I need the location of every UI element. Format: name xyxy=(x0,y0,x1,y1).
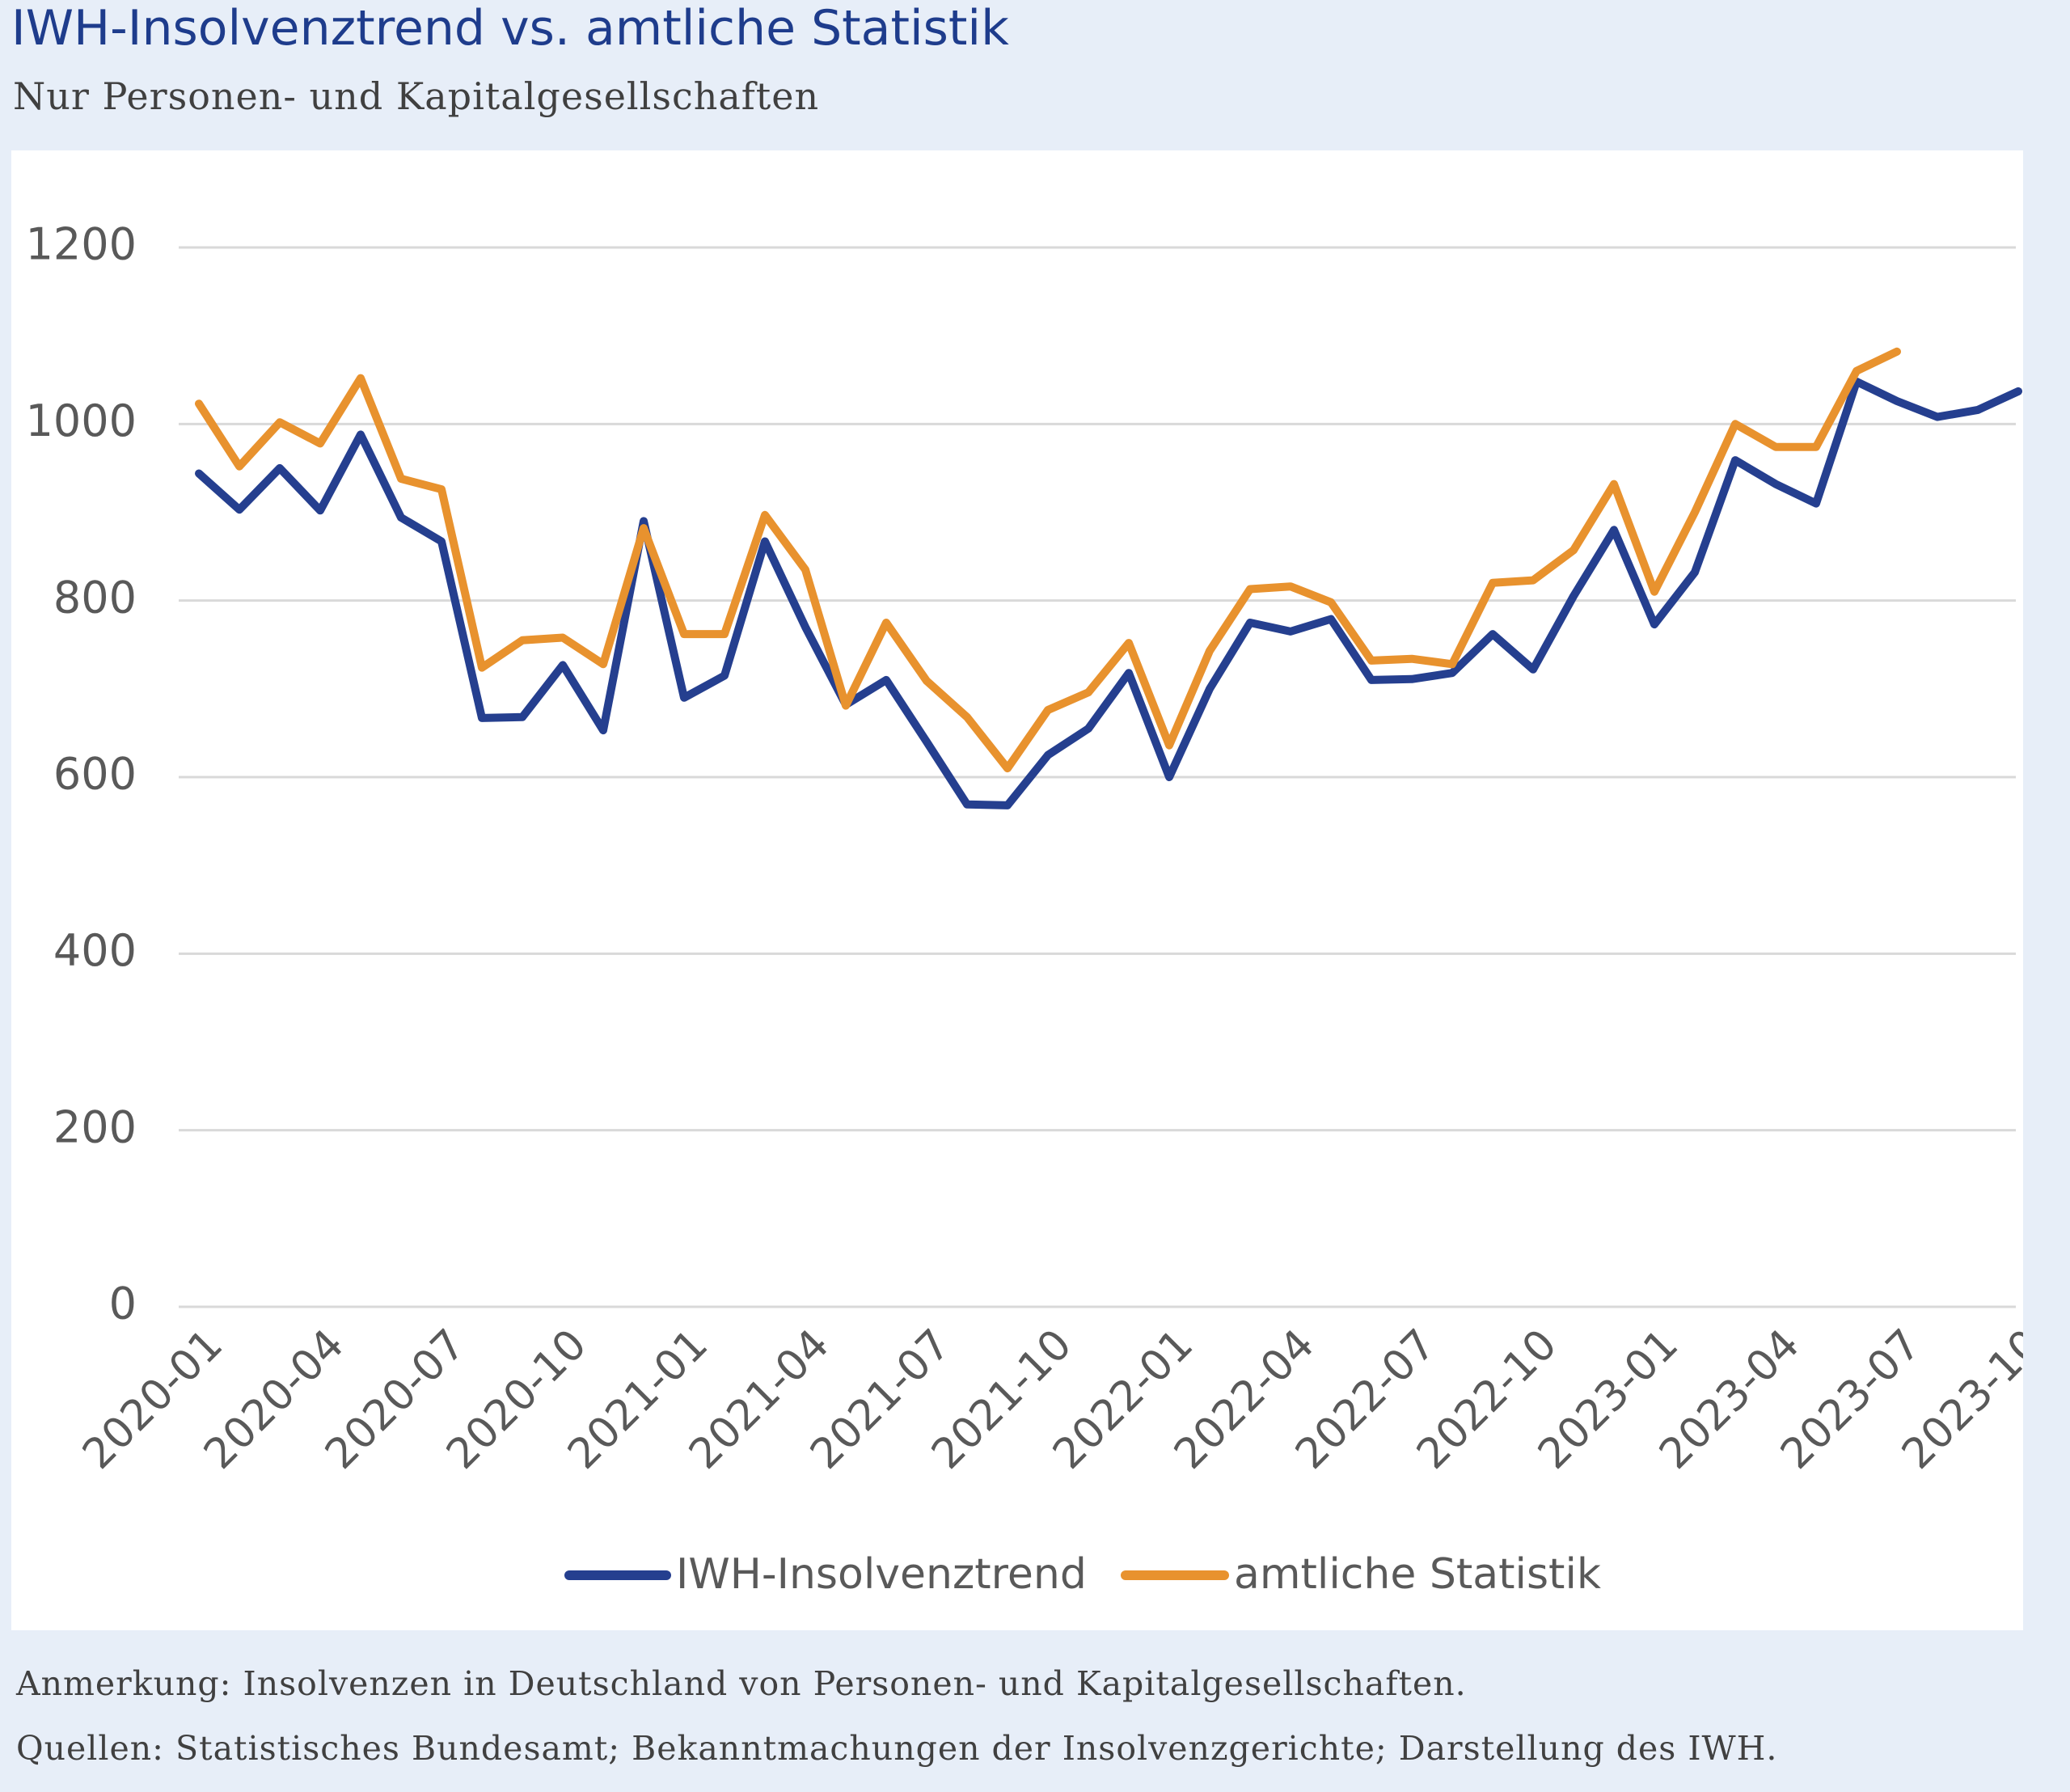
y-tick-label: 600 xyxy=(53,749,137,800)
chart-panel: 0 200 400 600 800 1000 1200 2020-01 2020-04 2020… xyxy=(11,150,2023,1630)
y-tick-label: 1000 xyxy=(26,395,137,446)
footnote-sources: Quellen: Statistisches Bundesamt; Bekann… xyxy=(16,1729,1778,1768)
y-tick-label: 400 xyxy=(53,925,137,976)
chart-subtitle: Nur Personen- und Kapitalgesellschaften xyxy=(13,74,820,118)
legend-label: amtliche Statistik xyxy=(1234,1550,1601,1599)
series-line-2 xyxy=(195,347,1901,773)
y-tick-label: 800 xyxy=(53,572,137,623)
footnote-annotation: Anmerkung: Insolvenzen in Deutschland vo… xyxy=(16,1664,1467,1703)
legend-label: IWH-Insolvenztrend xyxy=(676,1550,1087,1599)
y-tick-label: 1200 xyxy=(26,219,137,270)
y-tick-label: 0 xyxy=(109,1278,137,1329)
chart-title: IWH-Insolvenztrend vs. amtliche Statisti… xyxy=(11,0,1009,57)
y-tick-label: 200 xyxy=(53,1101,137,1152)
series-line-1 xyxy=(195,377,2022,809)
